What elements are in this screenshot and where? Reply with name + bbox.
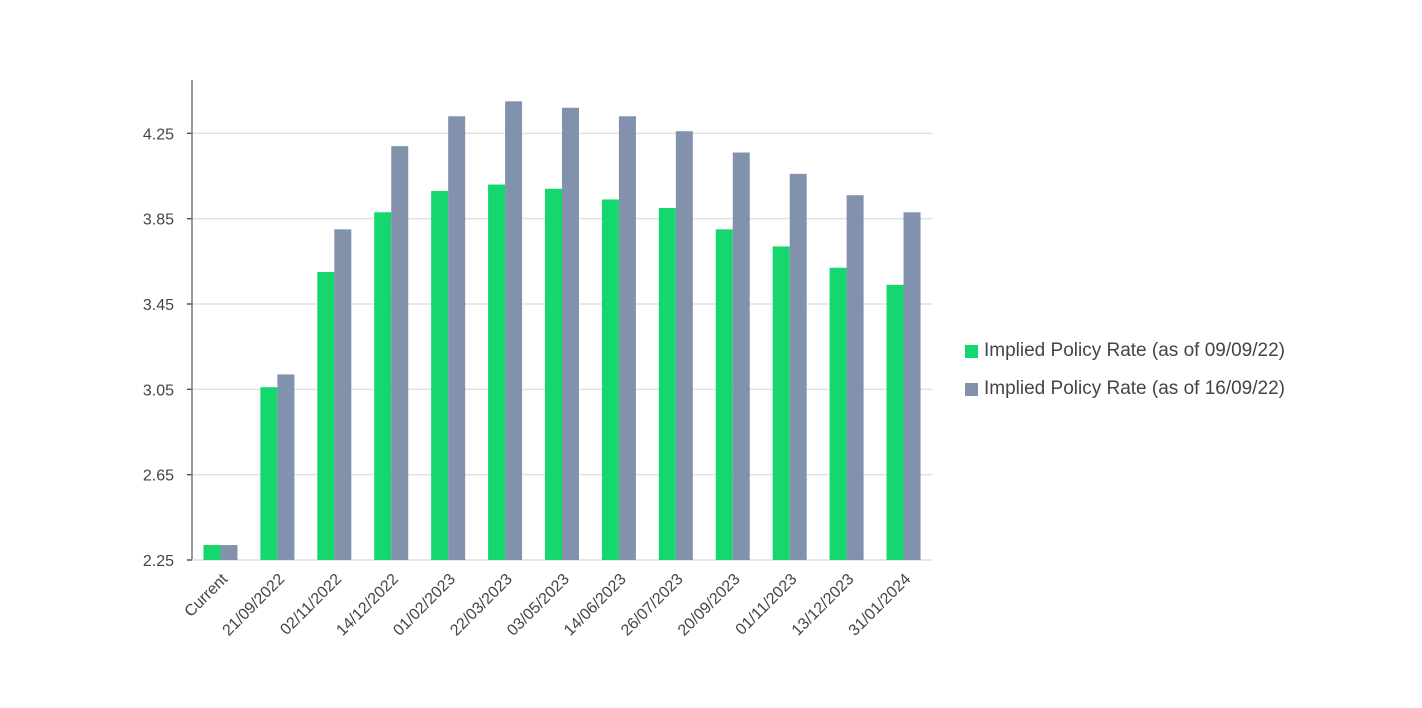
bar-series-2 (675, 131, 693, 560)
y-tick-label: 3.45 (143, 297, 174, 314)
legend-swatch-series-2 (965, 382, 978, 396)
bar-series-2 (448, 116, 466, 561)
bar-series-1 (431, 190, 449, 560)
legend-item-series-2: Implied Policy Rate (as of 16/09/22) (965, 378, 1285, 400)
y-tick-label: 3.85 (143, 212, 174, 229)
legend-label-series-2: Implied Policy Rate (as of 16/09/22) (984, 378, 1285, 399)
bar-series-2 (277, 374, 295, 560)
bar-series-2 (789, 173, 807, 560)
bar-series-2 (618, 116, 636, 561)
bar-series-1 (488, 184, 506, 561)
bar-series-2 (562, 107, 579, 560)
x-tick-label: 31/01/2024 (846, 571, 915, 640)
x-tick-label: Current (182, 570, 232, 620)
bar-series-1 (317, 272, 335, 560)
legend-item-series-1: Implied Policy Rate (as of 09/09/22) (965, 340, 1285, 362)
legend-swatch-series-1 (965, 344, 978, 358)
y-tick-label: 4.25 (143, 126, 174, 143)
bar-series-1 (601, 199, 619, 560)
bar-series-1 (203, 545, 221, 560)
y-tick-label: 2.25 (143, 553, 174, 570)
bar-series-2 (846, 195, 864, 560)
legend-label-series-1: Implied Policy Rate (as of 09/09/22) (984, 340, 1285, 361)
bar-series-2 (334, 229, 352, 561)
bar-series-1 (886, 284, 904, 560)
bar-series-2 (505, 101, 523, 560)
bar-series-1 (715, 229, 733, 561)
bar-series-1 (829, 267, 847, 560)
y-tick-label: 2.65 (143, 468, 174, 485)
bar-series-2 (732, 152, 750, 561)
x-tick-label: 20/09/2023 (675, 571, 744, 640)
bar-series-1 (658, 208, 676, 560)
y-tick-label: 3.05 (143, 382, 174, 399)
bar-series-1 (260, 387, 278, 560)
bar-series-2 (391, 146, 409, 560)
x-tick-label: 21/09/2022 (220, 571, 289, 640)
bar-series-2 (220, 545, 238, 560)
bar-series-2 (903, 212, 921, 560)
bar-series-1 (545, 188, 562, 561)
bar-series-1 (374, 212, 392, 560)
bar-series-1 (772, 246, 790, 560)
